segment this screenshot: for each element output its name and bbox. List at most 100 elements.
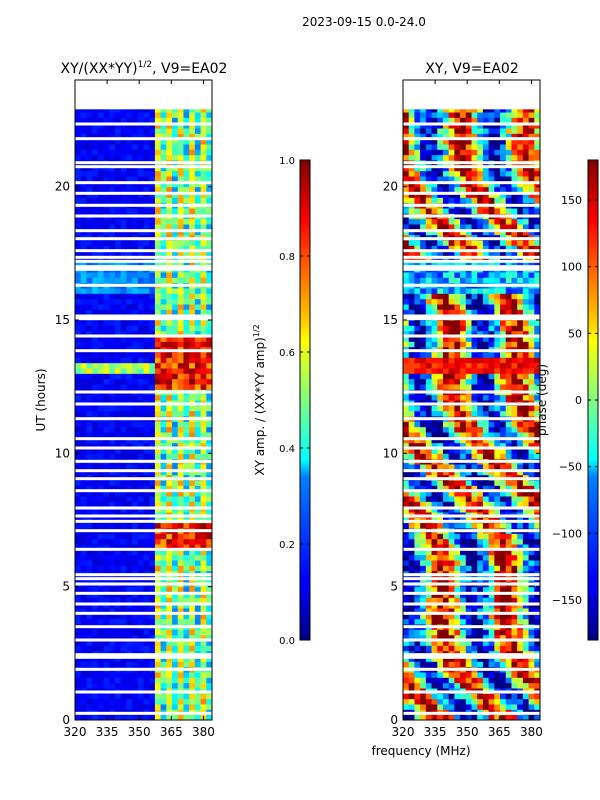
heatmap-cell — [454, 661, 461, 668]
heatmap-cell — [120, 597, 127, 604]
heatmap-cell — [528, 426, 535, 433]
heatmap-cell — [189, 109, 196, 113]
heatmap-cell — [420, 560, 427, 566]
heatmap-cell — [471, 288, 478, 294]
heatmap-cell — [200, 464, 207, 470]
heatmap-cell — [154, 538, 162, 545]
heatmap-cell — [482, 426, 490, 433]
heatmap-cell — [80, 677, 87, 684]
heatmap-cell — [454, 640, 461, 646]
heatmap-cell — [482, 714, 490, 721]
heatmap-cell — [149, 410, 156, 417]
heatmap-cell — [80, 261, 87, 268]
heatmap-cell — [460, 640, 467, 646]
heatmap-cell — [183, 309, 190, 316]
heatmap-cell — [103, 304, 110, 310]
heatmap-cell — [431, 320, 438, 326]
heatmap-cell — [454, 656, 461, 662]
heatmap-cell — [103, 352, 110, 358]
heatmap-cell — [183, 704, 190, 710]
heatmap-cell — [149, 165, 156, 172]
heatmap-cell — [166, 384, 173, 390]
heatmap-cell — [471, 672, 478, 678]
heatmap-cell — [448, 656, 455, 662]
heatmap-cell — [420, 469, 427, 476]
heatmap-cell — [166, 320, 173, 326]
heatmap-cell — [143, 256, 150, 262]
heatmap-cell — [420, 421, 427, 428]
heatmap-cell — [206, 645, 213, 652]
heatmap-cell — [482, 261, 490, 268]
heatmap-cell — [97, 197, 105, 204]
heatmap-cell — [149, 464, 156, 470]
heatmap-cell — [137, 554, 144, 561]
heatmap-cell — [488, 357, 495, 364]
heatmap-cell — [86, 560, 93, 566]
heatmap-cell — [194, 544, 202, 550]
heatmap-cell — [137, 480, 144, 486]
heatmap-cell — [442, 336, 450, 342]
heatmap-cell — [189, 240, 196, 246]
heatmap-cell — [92, 336, 99, 342]
heatmap-cell — [114, 421, 122, 428]
heatmap-cell — [194, 368, 202, 374]
data-gap-line — [75, 237, 212, 241]
heatmap-cell — [86, 464, 93, 470]
x-tick-label: 335 — [96, 725, 119, 739]
heatmap-cell — [517, 522, 524, 529]
heatmap-cell — [120, 149, 127, 156]
heatmap-cell — [172, 272, 179, 278]
heatmap-cell — [425, 480, 433, 486]
heatmap-cell — [442, 501, 450, 508]
heatmap-cell — [200, 634, 207, 641]
heatmap-cell — [126, 133, 133, 140]
heatmap-cell — [437, 613, 444, 620]
heatmap-cell — [160, 410, 167, 417]
heatmap-cell — [75, 602, 82, 609]
data-gap-line — [75, 417, 212, 421]
heatmap-cell — [86, 405, 93, 412]
heatmap-cell — [465, 426, 472, 433]
heatmap-cell — [154, 432, 162, 438]
heatmap-cell — [403, 549, 410, 556]
heatmap-cell — [183, 645, 190, 652]
heatmap-cell — [154, 186, 162, 193]
heatmap-cell — [132, 682, 139, 689]
heatmap-cell — [97, 320, 105, 326]
heatmap-cell — [160, 218, 167, 225]
heatmap-cell — [97, 714, 105, 721]
heatmap-cell — [183, 304, 190, 310]
data-gap-line — [75, 437, 212, 441]
heatmap-cell — [420, 384, 427, 390]
heatmap-cell — [160, 629, 167, 636]
heatmap-cell — [109, 480, 116, 486]
heatmap-cell — [517, 288, 524, 294]
heatmap-cell — [149, 714, 156, 721]
heatmap-cell — [494, 421, 501, 428]
heatmap-cell — [160, 133, 167, 140]
heatmap-cell — [126, 336, 133, 342]
heatmap-cell — [109, 330, 116, 337]
heatmap-cell — [143, 656, 150, 662]
heatmap-cell — [166, 261, 173, 268]
heatmap-cell — [97, 378, 105, 385]
heatmap-cell — [86, 554, 93, 561]
heatmap-cell — [92, 698, 99, 705]
heatmap-cell — [126, 256, 133, 262]
heatmap-cell — [126, 320, 133, 326]
heatmap-cell — [160, 394, 167, 401]
heatmap-cell — [149, 149, 156, 156]
heatmap-cell — [465, 496, 472, 502]
heatmap-cell — [494, 368, 501, 374]
heatmap-cell — [482, 341, 490, 348]
heatmap-cell — [505, 384, 512, 390]
heatmap-cell — [482, 597, 490, 604]
heatmap-cell — [511, 629, 518, 636]
heatmap-cell — [120, 533, 127, 540]
heatmap-cell — [160, 288, 167, 294]
heatmap-cell — [149, 501, 156, 508]
heatmap-cell — [194, 405, 202, 412]
heatmap-cell — [494, 496, 501, 502]
heatmap-cell — [114, 352, 122, 358]
heatmap-cell — [517, 677, 524, 684]
